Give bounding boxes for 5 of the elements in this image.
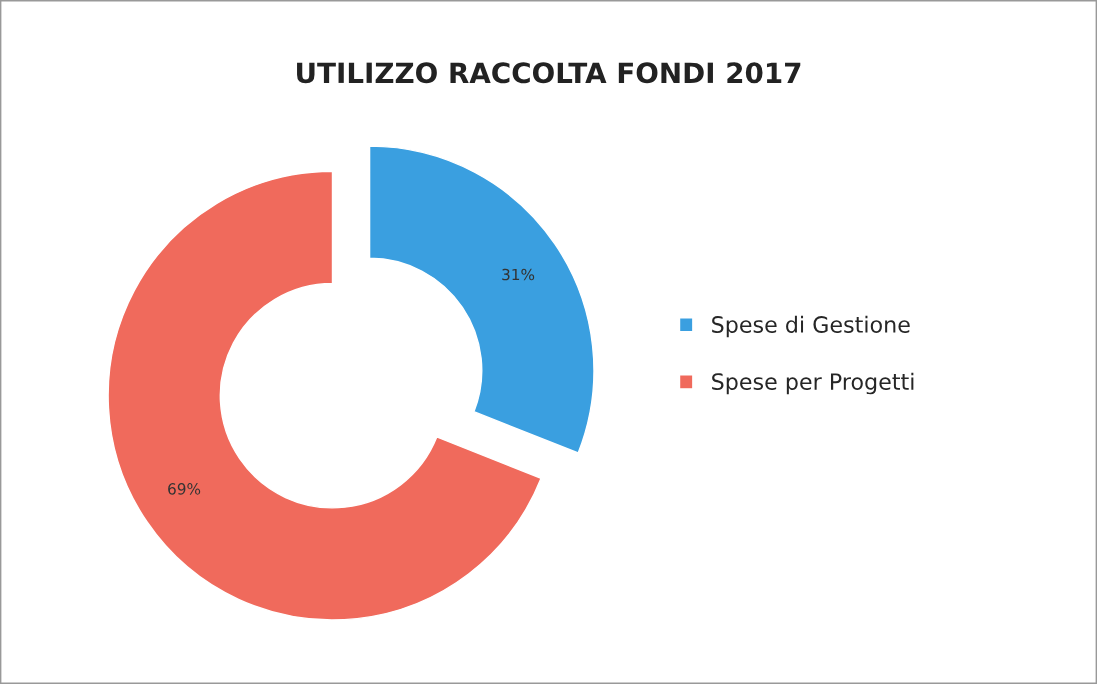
chart-title: UTILIZZO RACCOLTA FONDI 2017 (297, 62, 801, 84)
data-label: 69% (168, 483, 201, 495)
data-label: 31% (502, 268, 535, 281)
legend-label: Spese per Progetti (712, 372, 914, 395)
legend-label: Spese di Gestione (712, 315, 910, 338)
